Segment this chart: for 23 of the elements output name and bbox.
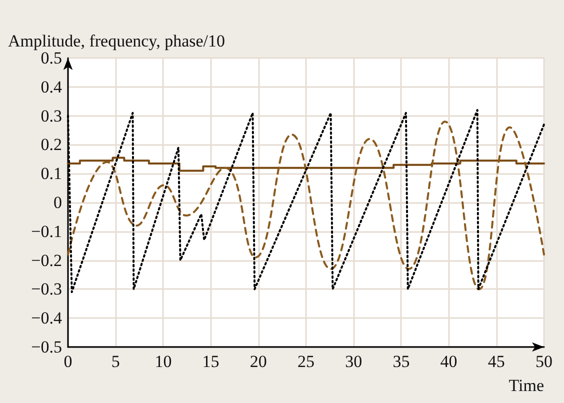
x-tick-label: 30 [345, 352, 362, 371]
y-tick-label: 0.3 [40, 106, 62, 126]
y-tick-label: −0.1 [31, 222, 62, 241]
y-axis-title: Amplitude, frequency, phase/10 [8, 32, 225, 51]
x-tick-label: 45 [488, 352, 505, 371]
x-tick-label: 50 [536, 352, 552, 371]
x-tick-label: 35 [392, 352, 410, 371]
x-tick-label: 15 [202, 352, 220, 371]
y-tick-label: −0.5 [31, 338, 62, 356]
x-tick-label: 5 [111, 352, 120, 371]
x-tick-label: 20 [250, 352, 267, 371]
y-tick-label: 0.4 [40, 77, 62, 96]
x-tick-label: 25 [298, 352, 314, 371]
y-tick-label: 0.5 [40, 48, 62, 68]
y-tick-label: −0.2 [31, 250, 62, 270]
y-tick-label: 0 [54, 193, 62, 212]
y-tick-label: 0.1 [40, 164, 62, 184]
y-tick-label: −0.4 [31, 308, 62, 328]
y-tick-label: −0.3 [31, 280, 62, 299]
x-axis-title: Time [508, 376, 544, 395]
x-tick-label: 40 [440, 352, 458, 371]
x-tick-label: 10 [154, 352, 172, 371]
y-tick-label: 0.2 [40, 135, 62, 154]
